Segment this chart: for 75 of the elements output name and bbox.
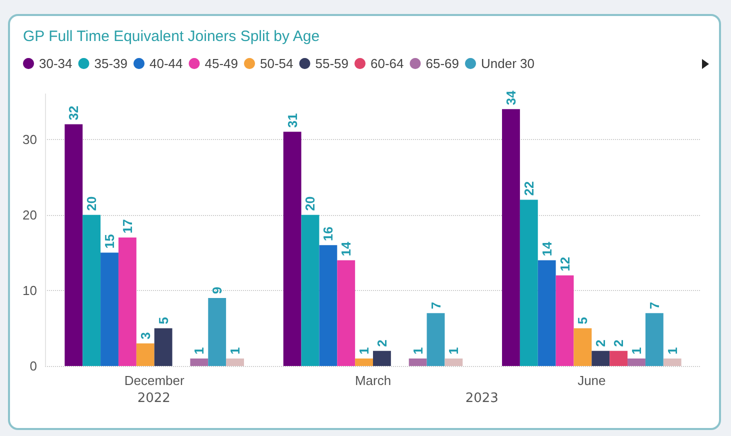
bar [628,358,646,366]
data-label: 32 [66,106,82,120]
data-label: 1 [356,347,372,354]
x-tick-label: March [354,373,392,388]
legend-label: 50-54 [260,56,294,71]
data-label: 5 [156,316,171,324]
chart-title: GP Full Time Equivalent Joiners Split by Age [23,28,320,45]
text: 2022 [137,391,170,406]
legend-label: 35-39 [94,56,128,71]
bar [100,252,118,366]
bar [283,132,302,366]
bar [408,358,427,366]
bar [190,358,208,366]
bar [154,328,172,366]
data-label: 16 [320,226,336,242]
x-tick-label: June [578,373,606,388]
bar [355,358,373,366]
y-tick-label: 0 [30,358,37,374]
data-label: 14 [539,240,554,256]
bar [226,358,244,366]
bar [556,275,574,366]
bar [319,245,338,366]
data-label: 7 [646,302,662,310]
data-label: 3 [138,332,153,340]
data-label: 14 [338,240,354,256]
bar [520,200,538,366]
data-label: 31 [284,113,300,128]
legend-label: 45-49 [204,56,238,71]
data-label: 12 [557,256,572,272]
data-label: 2 [611,340,626,347]
data-label: 2 [374,340,390,347]
data-label: 20 [84,196,100,211]
data-label: 1 [664,347,680,354]
data-label: 34 [503,90,518,106]
bar [64,124,83,366]
bar [337,260,356,366]
legend-label: Under 30 [480,56,534,71]
legend-label: 65-69 [426,56,459,71]
legend-label: 30-34 [39,56,72,71]
bar [574,328,592,366]
legend-label: 60-64 [370,56,404,71]
bar [208,298,226,366]
legend-label: 55-59 [315,56,348,71]
y-tick-label: 20 [22,207,37,222]
bar [592,350,610,366]
data-label: 1 [192,347,207,354]
data-label: 1 [228,347,243,354]
data-label: 1 [410,347,426,354]
bar [82,214,101,366]
data-label: 1 [446,347,462,354]
data-label: 22 [521,181,536,196]
bar [538,260,556,366]
data-label: 15 [102,234,118,249]
bar [502,109,520,366]
data-label: 20 [302,196,318,211]
y-tick-label: 30 [22,132,37,147]
bar [118,238,136,366]
bar [663,358,682,366]
data-label: 2 [593,340,608,347]
data-label: 7 [428,302,444,310]
bar [610,350,628,366]
legend-label: 40-44 [150,56,183,71]
data-label: 17 [120,219,135,234]
data-label: 5 [575,316,590,324]
bar [645,313,664,366]
y-tick-label: 10 [22,282,37,298]
x-tick-label: December [124,373,185,388]
bar [444,358,463,366]
bar [136,343,154,366]
data-label: 9 [210,286,225,294]
bar [373,350,391,366]
bar [426,313,445,366]
bar [301,214,320,366]
data-label: 1 [628,347,644,354]
text: 2023 [465,391,498,406]
